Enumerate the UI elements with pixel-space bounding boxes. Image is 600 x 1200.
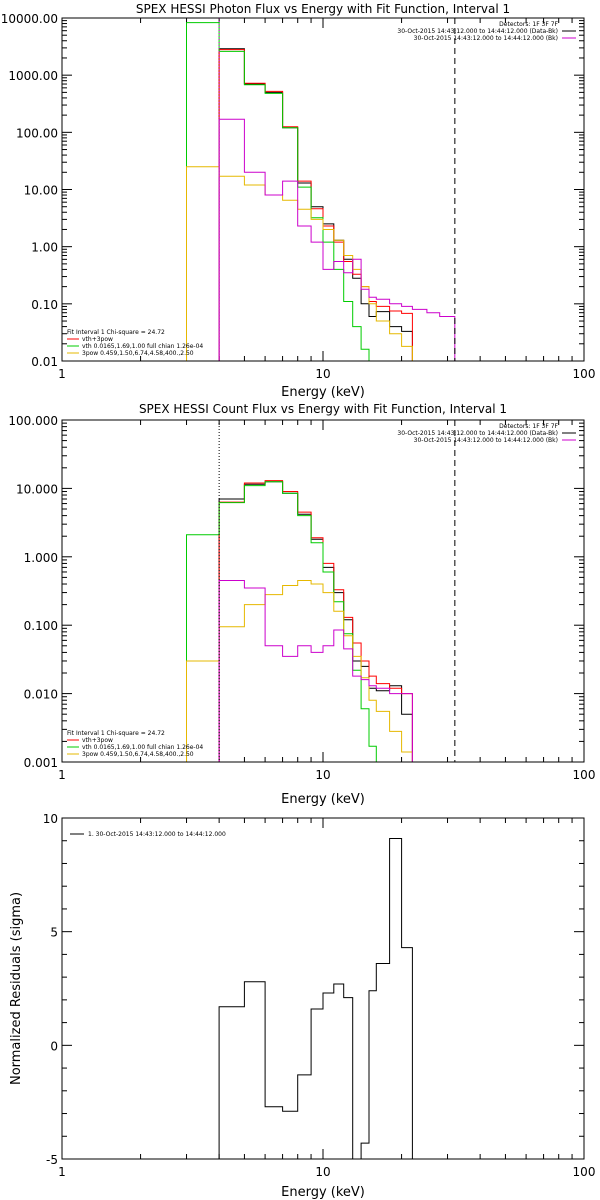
x-axis-label: Energy (keV) [281,792,365,807]
legend-top-entry: 30-Oct-2015 14:43:12.000 to 14:44:12.000… [414,437,558,444]
series-line-yellow [186,166,413,361]
series-line-green [186,481,377,762]
y-tick-label: -5 [46,1153,58,1167]
legend-entry: 1. 30-Oct-2015 14:43:12.000 to 14:44:12.… [88,831,226,838]
plot-frame [61,817,585,1160]
legend-bottom-entry: vth+3pow [82,737,113,744]
x-tick-label: 10 [315,1165,330,1179]
series-group [186,480,413,762]
y-tick-label: 10000.00 [1,12,58,26]
x-axis-label: Energy (keV) [281,385,365,400]
x-tick-label: 100 [573,367,596,381]
y-tick-label: 10.000 [16,482,58,496]
legend-bottom-entry: Fit Interval 1 Chi-square = 24.72 [67,730,165,737]
x-tick-label: 1 [58,768,66,782]
legend-bottom-entry: vth 0.0165,1.69,1.00 full chian 1.26e-04 [82,343,203,350]
y-axis-label: Normalized Residuals (sigma) [9,892,24,1085]
series-group [186,22,456,361]
y-tick-label: 0 [50,1039,58,1053]
plot-frame [61,419,585,763]
series-line-red [218,49,413,361]
y-tick-label: 1.000 [24,551,58,565]
x-axis-label: Energy (keV) [281,1185,365,1200]
series-line-yellow [186,580,413,762]
y-tick-label: 0.100 [24,619,58,633]
legend-top-entry: Detectors: 1F 3F 7F [499,21,558,28]
legend-top-entry: 30-Oct-2015 14:43:12.000 to 14:44:12.000… [397,430,558,437]
y-tick-label: 0.10 [31,298,58,312]
series-line-black [218,481,413,762]
y-tick-label: 0.010 [24,688,58,702]
legend-bottom-entry: 3pow 0.459,1.50,6.74,4.58,400.,2.50 [82,751,194,758]
legend-top-entry: Detectors: 1F 3F 7F [499,423,558,430]
series-line-magenta [218,580,413,762]
x-tick-label: 1 [58,367,66,381]
chart-title: SPEX HESSI Count Flux vs Energy with Fit… [139,402,507,416]
y-tick-label: 5 [50,926,58,940]
count-flux-panel: SPEX HESSI Count Flux vs Energy with Fit… [8,402,595,807]
x-tick-label: 100 [573,768,596,782]
y-tick-label: 1.00 [31,241,58,255]
legend-bottom-entry: Fit Interval 1 Chi-square = 24.72 [67,329,165,336]
chart-title: SPEX HESSI Photon Flux vs Energy with Fi… [136,2,510,16]
series-line-black [218,838,413,1159]
x-tick-label: 10 [315,367,330,381]
photon-flux-panel: SPEX HESSI Photon Flux vs Energy with Fi… [1,2,596,400]
series-line-black [218,48,413,361]
y-tick-label: 0.01 [31,355,58,369]
y-tick-label: 0.001 [24,756,58,770]
legend-bottom-entry: vth+3pow [82,336,113,343]
x-tick-label: 100 [573,1165,596,1179]
y-tick-label: 10 [43,812,58,826]
legend-top-entry: 30-Oct-2015 14:43:12.000 to 14:44:12.000… [397,28,558,35]
legend-top-entry: 30-Oct-2015 14:43:12.000 to 14:44:12.000… [414,35,558,42]
residuals-panel: Energy (keV) Normalized Residuals (sigma)… [9,812,595,1200]
y-tick-label: 1000.00 [8,69,58,83]
y-tick-label: 10.00 [24,184,58,198]
x-tick-label: 1 [58,1165,66,1179]
legend-bottom-entry: 3pow 0.459,1.50,6.74,4.58,400.,2.50 [82,350,194,357]
series-group [218,838,413,1159]
series-line-magenta [218,118,456,361]
series-line-red [218,480,413,762]
y-tick-label: 100.00 [16,126,58,140]
plot-frame [61,17,585,362]
legend-bottom-entry: vth 0.0165,1.69,1.00 full chian 1.26e-04 [82,744,203,751]
series-line-green [186,22,370,361]
x-tick-label: 10 [315,768,330,782]
y-tick-label: 100.000 [8,414,58,428]
